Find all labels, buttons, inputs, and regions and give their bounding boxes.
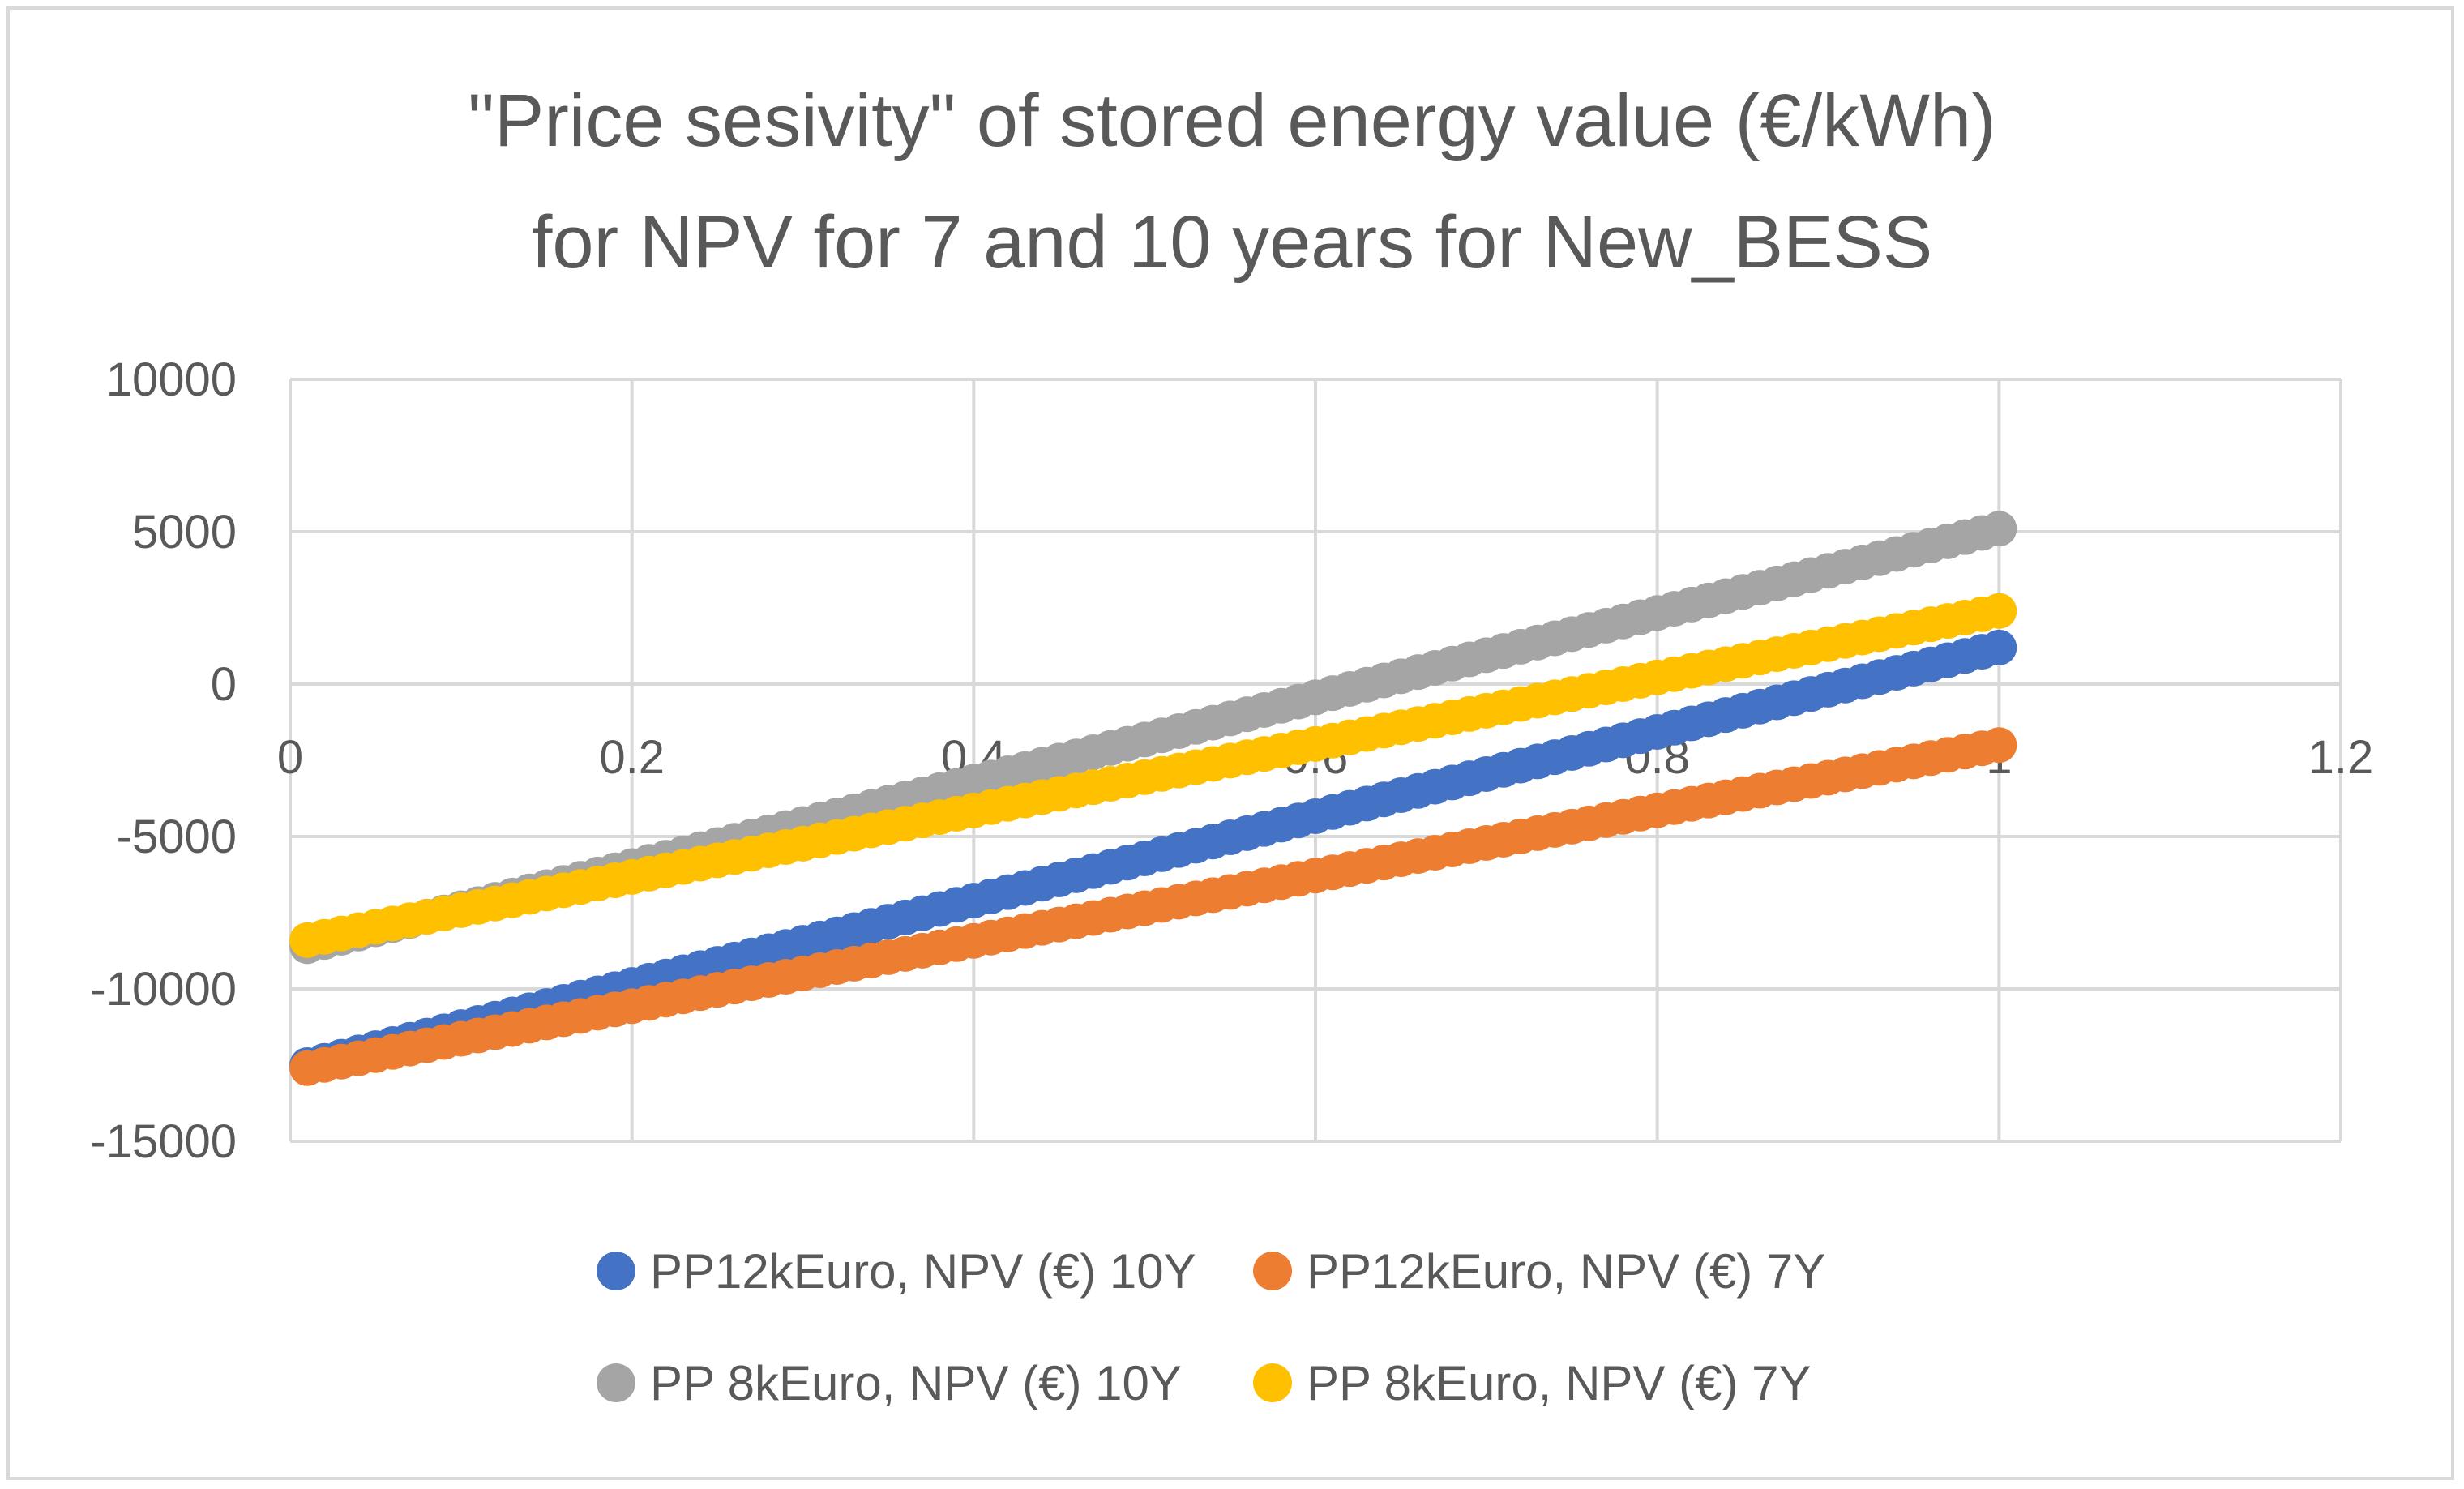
legend-label: PP 8kEuro, NPV (€) 10Y	[650, 1356, 1182, 1410]
y-tick-label: -10000	[90, 963, 237, 1016]
x-tick-label: 0.2	[599, 731, 665, 784]
data-point	[1981, 593, 2017, 629]
data-point	[1981, 629, 2017, 665]
series-2	[289, 727, 2017, 1086]
legend-item: PP 8kEuro, NPV (€) 7Y	[1253, 1356, 1812, 1410]
legend-marker	[597, 1252, 635, 1290]
legend-marker	[597, 1363, 635, 1402]
data-point	[1981, 727, 2017, 764]
x-tick-label: 0	[277, 731, 303, 784]
chart-title-line-2: for NPV for 7 and 10 years for New_BESS	[532, 201, 1932, 284]
legend-item: PP12kEuro, NPV (€) 10Y	[597, 1244, 1196, 1299]
legend-item: PP 8kEuro, NPV (€) 10Y	[597, 1356, 1182, 1410]
y-tick-label: 10000	[106, 353, 237, 406]
y-axis-ticks: 10000 5000 0 -5000 -10000 -15000	[90, 353, 237, 1168]
legend: PP12kEuro, NPV (€) 10Y PP12kEuro, NPV (€)…	[597, 1244, 1825, 1410]
y-tick-label: -15000	[90, 1115, 237, 1168]
series-4	[289, 593, 2017, 958]
chart-title-line-1: "Price sesivity" of stored energy value …	[468, 79, 1996, 162]
legend-marker	[1253, 1363, 1292, 1402]
legend-label: PP12kEuro, NPV (€) 7Y	[1307, 1244, 1825, 1299]
legend-label: PP 8kEuro, NPV (€) 7Y	[1307, 1356, 1812, 1410]
legend-marker	[1253, 1252, 1292, 1290]
x-tick-label: 1.2	[2308, 731, 2374, 784]
data-point	[1981, 511, 2017, 547]
y-tick-label: 0	[211, 658, 237, 711]
legend-label: PP12kEuro, NPV (€) 10Y	[650, 1244, 1196, 1299]
plot-area	[289, 511, 2017, 1086]
y-tick-label: 5000	[132, 506, 237, 558]
y-tick-label: -5000	[117, 811, 237, 863]
legend-item: PP12kEuro, NPV (€) 7Y	[1253, 1244, 1825, 1299]
